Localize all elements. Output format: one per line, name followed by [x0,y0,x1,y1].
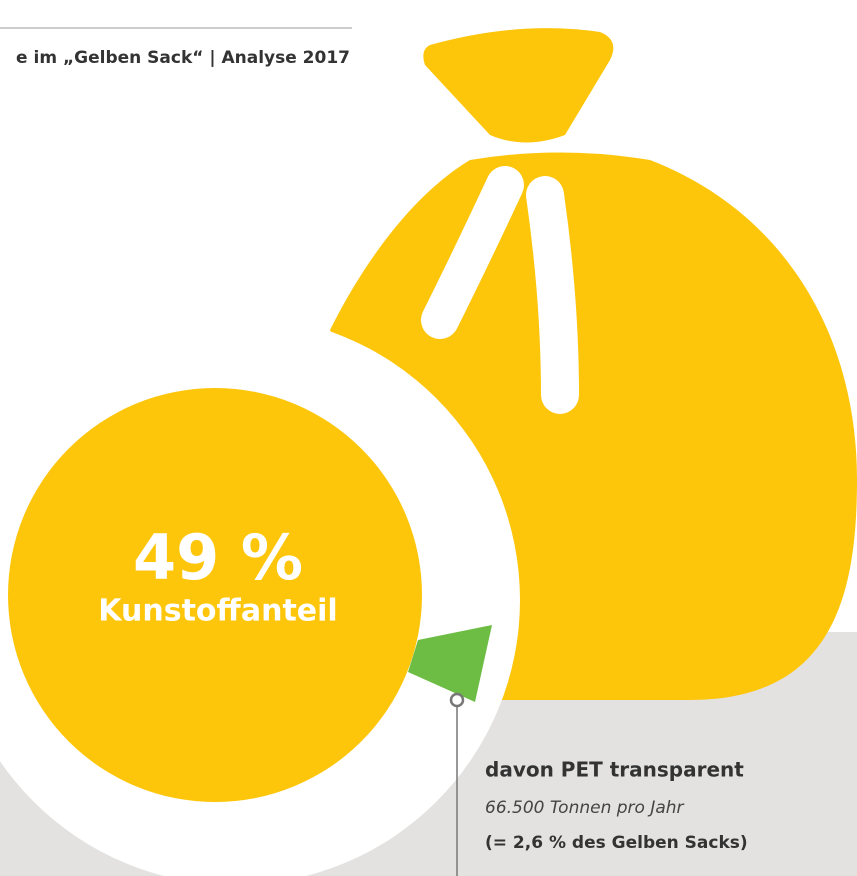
header-title: e im „Gelben Sack“ | Analyse 2017 [16,48,350,68]
highlight-value: 49 % [133,521,303,594]
pet-segment [408,625,492,702]
leader-dot [449,692,465,708]
callout-detail: 66.500 Tonnen pro Jahr [485,798,685,818]
bag-ribbon [526,176,579,414]
plastic-circle [8,388,422,802]
callout-title: davon PET transparent [485,758,744,782]
callout-share: (= 2,6 % des Gelben Sacks) [485,833,748,853]
bag-ribbon [421,166,524,339]
highlight-label: Kunstoffanteil [98,594,337,629]
bag-knot [423,28,614,143]
